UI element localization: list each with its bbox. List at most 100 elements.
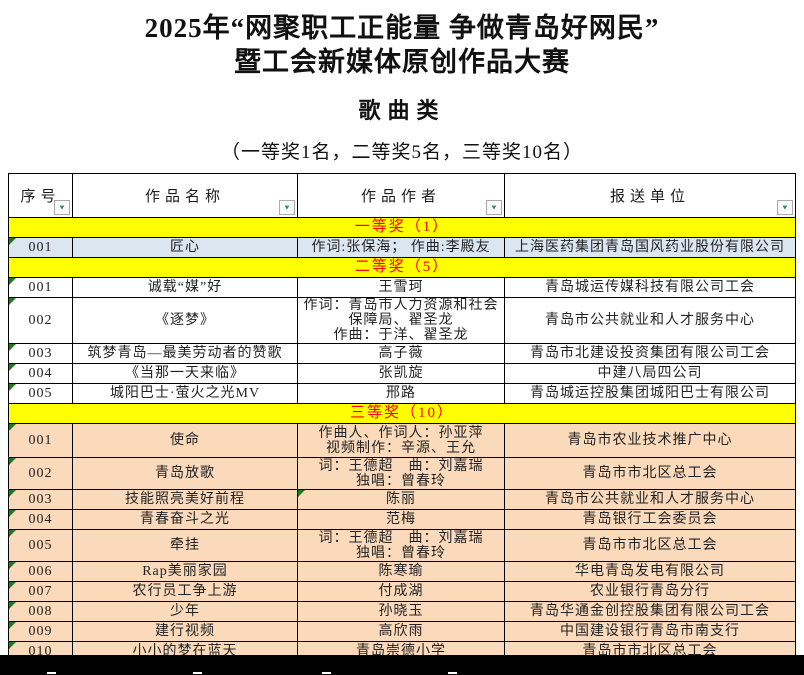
cell-unit[interactable]: 华电青岛发电有限公司 (504, 561, 796, 582)
serial-text: 004 (28, 512, 53, 527)
cell-serial[interactable]: 004 (8, 363, 73, 384)
section-row-second-prize: 二等奖（5） (8, 257, 796, 278)
cell-work-title[interactable]: 牵挂 (72, 529, 298, 562)
cell-serial[interactable]: 001 (8, 237, 73, 258)
cell-author[interactable]: 孙晓玉 (297, 601, 505, 622)
cell-serial[interactable]: 003 (8, 489, 73, 510)
table-row: 001 匠心 作词:张保海； 作曲:李殿友 上海医药集团青岛国风药业股份有限公司 (8, 237, 796, 258)
cell-serial[interactable]: 001 (8, 423, 73, 458)
cell-work-title[interactable]: 诚载“媒”好 (72, 277, 298, 298)
cell-author[interactable]: 付成湖 (297, 581, 505, 602)
bottom-black-bar (0, 655, 804, 675)
cell-serial[interactable]: 005 (8, 529, 73, 562)
cell-author[interactable]: 高欣雨 (297, 621, 505, 642)
cell-serial[interactable]: 005 (8, 383, 73, 404)
error-indicator-triangle (9, 238, 16, 245)
cell-author[interactable]: 作曲人、作词人：孙亚萍 视频制作：辛源、王允 (297, 423, 505, 458)
cell-unit[interactable]: 青岛银行工会委员会 (504, 509, 796, 530)
filter-button[interactable]: ▼ (279, 200, 295, 215)
cell-serial[interactable]: 002 (8, 297, 73, 344)
cell-work-title[interactable]: 使命 (72, 423, 298, 458)
cell-serial[interactable]: 002 (8, 457, 73, 490)
cell-unit[interactable]: 青岛市农业技术推广中心 (504, 423, 796, 458)
cell-work-title[interactable]: 青岛放歌 (72, 457, 298, 490)
serial-text: 001 (28, 433, 53, 448)
cell-work-title[interactable]: 农行员工争上游 (72, 581, 298, 602)
serial-text: 003 (28, 492, 53, 507)
error-indicator-triangle (9, 424, 16, 431)
cell-unit[interactable]: 中国建设银行青岛市南支行 (504, 621, 796, 642)
cell-serial[interactable]: 008 (8, 601, 73, 622)
cell-author[interactable]: 张凯旋 (297, 363, 505, 384)
section-label[interactable]: 一等奖（1） (8, 217, 796, 238)
cell-author[interactable]: 词：王德超 曲：刘嘉瑞 独唱：曾春玲 (297, 529, 505, 562)
table-row: 004 青春奋斗之光 范梅 青岛银行工会委员会 (8, 509, 796, 530)
cell-author[interactable]: 作词:张保海； 作曲:李殿友 (297, 237, 505, 258)
cell-work-title[interactable]: 技能照亮美好前程 (72, 489, 298, 510)
cell-author[interactable]: 邢路 (297, 383, 505, 404)
cell-unit[interactable]: 中建八局四公司 (504, 363, 796, 384)
cell-serial[interactable]: 007 (8, 581, 73, 602)
section-label[interactable]: 二等奖（5） (8, 257, 796, 278)
cell-unit[interactable]: 青岛市市北区总工会 (504, 529, 796, 562)
cell-serial[interactable]: 004 (8, 509, 73, 530)
table-row: 003 筑梦青岛—最美劳动者的赞歌 高子薇 青岛市北建设投资集团有限公司工会 (8, 343, 796, 364)
cell-unit[interactable]: 青岛市公共就业和人才服务中心 (504, 489, 796, 510)
page-title-line2: 暨工会新媒体原创作品大赛 (234, 47, 570, 77)
cell-work-title[interactable]: 匠心 (72, 237, 298, 258)
cell-work-title[interactable]: 城阳巴士·萤火之光MV (72, 383, 298, 404)
cell-unit[interactable]: 农业银行青岛分行 (504, 581, 796, 602)
cell-serial[interactable]: 006 (8, 561, 73, 582)
section-label[interactable]: 三等奖（10） (8, 403, 796, 424)
page-title-line1: 2025年“网聚职工正能量 争做青岛好网民” (144, 13, 660, 43)
header-cell-work-title[interactable]: 作品名称 ▼ (72, 173, 298, 218)
cell-author[interactable]: 陈丽 (297, 489, 505, 510)
error-indicator-triangle (9, 622, 16, 629)
cell-unit[interactable]: 青岛城运控股集团城阳巴士有限公司 (504, 383, 796, 404)
filter-button[interactable]: ▼ (486, 200, 502, 215)
cell-unit[interactable]: 上海医药集团青岛国风药业股份有限公司 (504, 237, 796, 258)
header-cell-serial[interactable]: 序号 ▼ (8, 173, 73, 218)
cell-author[interactable]: 词：王德超 曲：刘嘉瑞 独唱：曾春玲 (297, 457, 505, 490)
cell-work-title[interactable]: 《逐梦》 (72, 297, 298, 344)
cell-serial[interactable]: 001 (8, 277, 73, 298)
cell-work-title[interactable]: 青春奋斗之光 (72, 509, 298, 530)
filter-button[interactable]: ▼ (777, 200, 793, 215)
error-indicator-triangle (9, 364, 16, 371)
header-cell-unit[interactable]: 报送单位 ▼ (504, 173, 796, 218)
error-indicator-triangle (298, 490, 305, 497)
cell-author[interactable]: 作词：青岛市人力资源和社会保障局、翟圣龙 作曲：于洋、翟圣龙 (297, 297, 505, 344)
cell-serial[interactable]: 003 (8, 343, 73, 364)
table-row: 009 建行视频 高欣雨 中国建设银行青岛市南支行 (8, 621, 796, 642)
error-indicator-triangle (9, 582, 16, 589)
table-row: 008 少年 孙晓玉 青岛华通金创控股集团有限公司工会 (8, 601, 796, 622)
cell-unit[interactable]: 青岛华通金创控股集团有限公司工会 (504, 601, 796, 622)
cell-unit[interactable]: 青岛市市北区总工会 (504, 457, 796, 490)
cell-serial[interactable]: 009 (8, 621, 73, 642)
header-label: 序号 (20, 189, 61, 205)
header-cell-author[interactable]: 作品作者 ▼ (297, 173, 505, 218)
cell-work-title[interactable]: Rap美丽家园 (72, 561, 298, 582)
table-row: 001 使命 作曲人、作词人：孙亚萍 视频制作：辛源、王允 青岛市农业技术推广中… (8, 423, 796, 458)
filter-button[interactable]: ▼ (54, 200, 70, 215)
serial-text: 007 (28, 584, 53, 599)
cell-work-title[interactable]: 建行视频 (72, 621, 298, 642)
cell-unit[interactable]: 青岛市北建设投资集团有限公司工会 (504, 343, 796, 364)
error-indicator-triangle (9, 562, 16, 569)
cell-work-title[interactable]: 《当那一天来临》 (72, 363, 298, 384)
author-text: 陈丽 (386, 492, 416, 507)
error-indicator-triangle (9, 278, 16, 285)
cell-author[interactable]: 王雪珂 (297, 277, 505, 298)
section-row-first-prize: 一等奖（1） (8, 217, 796, 238)
cell-work-title[interactable]: 筑梦青岛—最美劳动者的赞歌 (72, 343, 298, 364)
serial-text: 004 (28, 366, 53, 381)
table-row: 001 诚载“媒”好 王雪珂 青岛城运传媒科技有限公司工会 (8, 277, 796, 298)
error-indicator-triangle (9, 458, 16, 465)
cell-author[interactable]: 范梅 (297, 509, 505, 530)
cell-work-title[interactable]: 少年 (72, 601, 298, 622)
cell-author[interactable]: 陈寒瑜 (297, 561, 505, 582)
cell-unit[interactable]: 青岛城运传媒科技有限公司工会 (504, 277, 796, 298)
error-indicator-triangle (9, 344, 16, 351)
cell-author[interactable]: 高子薇 (297, 343, 505, 364)
cell-unit[interactable]: 青岛市公共就业和人才服务中心 (504, 297, 796, 344)
